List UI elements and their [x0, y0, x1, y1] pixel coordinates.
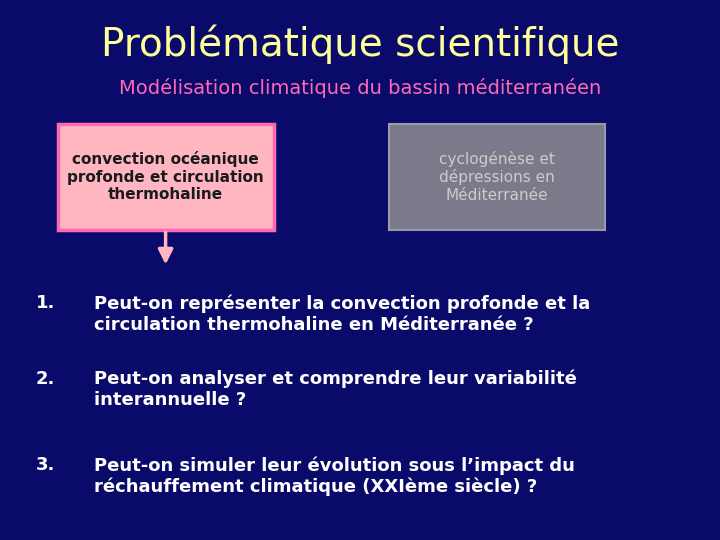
Text: Peut-on représenter la convection profonde et la
circulation thermohaline en Méd: Peut-on représenter la convection profon…	[94, 294, 590, 334]
FancyBboxPatch shape	[58, 124, 274, 230]
Text: Modélisation climatique du bassin méditerranéen: Modélisation climatique du bassin médite…	[119, 78, 601, 98]
Text: cyclogénèse et
dépressions en
Méditerranée: cyclogénèse et dépressions en Méditerran…	[439, 151, 554, 203]
Text: 3.: 3.	[36, 456, 55, 474]
Text: convection océanique
profonde et circulation
thermohaline: convection océanique profonde et circula…	[67, 151, 264, 202]
FancyBboxPatch shape	[389, 124, 605, 230]
Text: Peut-on analyser et comprendre leur variabilité
interannuelle ?: Peut-on analyser et comprendre leur vari…	[94, 370, 577, 409]
Text: 2.: 2.	[36, 370, 55, 388]
Text: Problématique scientifique: Problématique scientifique	[101, 24, 619, 64]
Text: 1.: 1.	[36, 294, 55, 312]
Text: Peut-on simuler leur évolution sous l’impact du
réchauffement climatique (XXIème: Peut-on simuler leur évolution sous l’im…	[94, 456, 575, 496]
